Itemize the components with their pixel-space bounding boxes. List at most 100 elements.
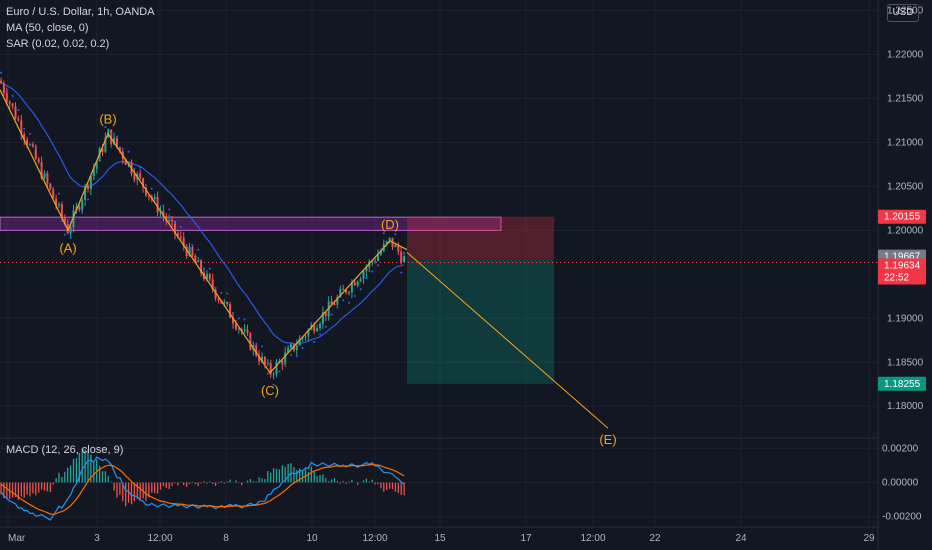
sar-dot <box>92 178 95 181</box>
candle-body <box>226 301 229 304</box>
candle-body <box>0 80 2 84</box>
price-axis-label: 1.20500 <box>887 181 924 192</box>
candle-body <box>14 106 17 119</box>
candle-body <box>397 244 400 252</box>
candle-body <box>377 254 379 261</box>
candle-body <box>208 273 211 280</box>
sar-dot <box>121 147 124 150</box>
candle-body <box>162 211 165 217</box>
macd-axis-label: -0.00200 <box>882 512 922 523</box>
sar-dot <box>17 108 20 111</box>
sar-legend[interactable]: SAR (0.02, 0.02, 0.2) <box>6 38 110 50</box>
candle-body <box>156 196 159 213</box>
candle-body <box>179 236 182 238</box>
sar-dot <box>214 286 217 289</box>
candle-body <box>321 312 324 324</box>
sar-dot <box>237 317 240 320</box>
candle-body <box>388 237 391 242</box>
sar-dot <box>34 147 37 150</box>
sar-dot <box>324 325 327 328</box>
candle-body <box>290 344 292 348</box>
sar-dot <box>226 292 229 295</box>
candle-body <box>403 256 406 262</box>
macd-legend[interactable]: MACD (12, 26, close, 9) <box>6 444 124 456</box>
sar-dot <box>278 370 281 373</box>
resistance-zone <box>0 216 502 231</box>
candle-body <box>229 303 232 318</box>
candle-body <box>116 138 118 148</box>
candle-body <box>287 347 290 353</box>
candle-body <box>2 83 5 94</box>
candle-body <box>26 139 29 145</box>
price-tag-box <box>878 376 926 391</box>
candle-body <box>20 120 23 135</box>
sar-dot <box>63 233 66 236</box>
sar-dot <box>353 294 356 297</box>
candle-body <box>336 296 339 305</box>
wave-label-2: (B) <box>99 112 116 127</box>
time-axis-label: 17 <box>520 533 532 544</box>
sar-dot <box>336 306 339 309</box>
sar-dot <box>365 276 368 279</box>
candle-body <box>78 206 81 210</box>
sar-dot <box>179 226 182 229</box>
stop-loss-zone <box>407 216 554 260</box>
candle-body <box>275 362 278 375</box>
sar-dot <box>382 232 385 235</box>
candle-body <box>84 185 87 201</box>
candle-body <box>72 210 75 228</box>
candle-body <box>185 246 188 256</box>
candle-body <box>43 173 46 179</box>
sar-dot <box>266 372 269 375</box>
ma-legend[interactable]: MA (50, close, 0) <box>6 22 89 34</box>
candle-body <box>49 183 52 190</box>
candle-body <box>214 289 217 299</box>
sar-dot <box>208 267 211 270</box>
candle-body <box>319 323 321 329</box>
sar-dot <box>394 233 397 236</box>
sar-dot <box>81 209 84 212</box>
candle-body <box>81 200 84 210</box>
candle-body <box>40 162 43 179</box>
symbol-legend[interactable]: Euro / U.S. Dollar, 1h, OANDA <box>6 6 155 18</box>
candle-body <box>243 329 246 332</box>
sar-dot <box>5 90 8 93</box>
candle-body <box>113 138 116 145</box>
price-axis-label: 1.18500 <box>887 357 924 368</box>
sar-dot <box>243 318 246 321</box>
sar-dot <box>232 311 234 314</box>
candle-body <box>118 147 121 152</box>
candle-body <box>304 336 307 338</box>
candlestick-series <box>0 77 406 380</box>
candle-body <box>246 329 249 334</box>
sar-dot <box>330 313 333 316</box>
candle-body <box>284 352 287 365</box>
candle-body <box>301 337 304 339</box>
candle-body <box>385 241 388 244</box>
candle-body <box>356 281 359 286</box>
sar-dot <box>75 216 78 219</box>
currency-button[interactable]: USD <box>887 4 919 22</box>
sar-dot <box>52 186 55 189</box>
candle-body <box>295 345 298 351</box>
candle-body <box>379 250 382 255</box>
signal-line <box>0 463 405 515</box>
sar-dot <box>69 236 72 239</box>
chart-axes: 1.22500 1.22000 1.21500 1.21000 1.20500 1.200… <box>8 6 924 544</box>
price-tag-countdown: 22:52 <box>884 273 909 284</box>
candle-body <box>232 317 234 324</box>
candle-body <box>29 144 31 146</box>
sar-dot <box>348 301 350 304</box>
candle-body <box>147 195 150 197</box>
trade-zones <box>0 216 878 384</box>
sar-dot <box>400 271 403 274</box>
sar-dot <box>185 244 188 247</box>
candle-body <box>261 356 263 362</box>
sar-dot <box>371 270 374 273</box>
candle-body <box>400 251 403 262</box>
candle-body <box>266 363 269 365</box>
price-tag-value: 1.18255 <box>884 379 921 390</box>
candle-body <box>104 137 107 152</box>
candle-body <box>89 175 92 189</box>
